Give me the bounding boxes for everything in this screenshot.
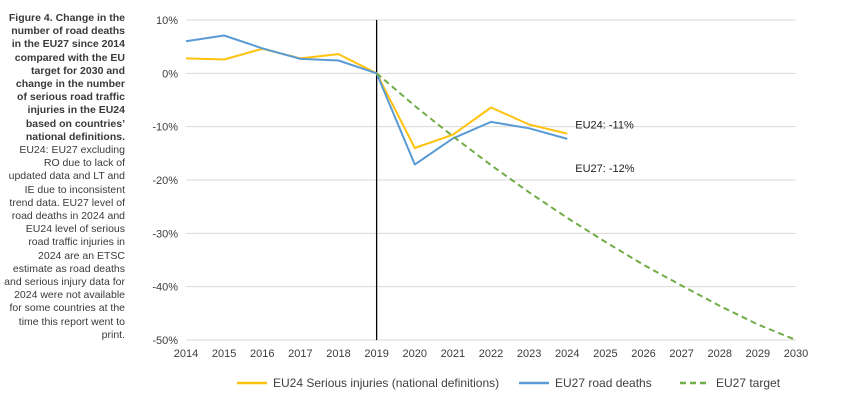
grid-lines <box>186 19 796 341</box>
y-axis-ticks: 10% 0% -10% -20% -30% -40% -50% <box>152 15 178 347</box>
x-tick-label: 2025 <box>593 348 617 360</box>
legend-label: EU27 road deaths <box>555 376 652 390</box>
y-tick-label: 10% <box>156 15 178 27</box>
figure-caption-title: Figure 4. Change in the number of road d… <box>8 12 125 143</box>
x-tick-label: 2022 <box>479 348 503 360</box>
x-tick-label: 2027 <box>669 348 693 360</box>
x-tick-label: 2018 <box>326 348 350 360</box>
annotation-label: EU27: -12% <box>575 163 635 175</box>
x-tick-label: 2021 <box>441 348 465 360</box>
y-tick-label: -30% <box>152 228 178 240</box>
annotation-label: EU24: -11% <box>575 120 634 132</box>
y-tick-label: -40% <box>152 282 178 294</box>
x-tick-label: 2015 <box>212 348 236 360</box>
x-tick-label: 2029 <box>746 348 770 360</box>
legend-label: EU24 Serious injuries (national definiti… <box>273 376 499 390</box>
chart-annotations: EU24: -11% EU27: -12% <box>575 120 635 175</box>
x-tick-label: 2016 <box>250 348 274 360</box>
x-tick-label: 2023 <box>517 348 541 360</box>
x-axis-ticks: 2014 2015 2016 2017 2018 2019 2020 2021 2022 2023… <box>174 348 808 360</box>
y-tick-label: 0% <box>162 68 178 80</box>
x-tick-label: 2028 <box>708 348 732 360</box>
legend-label: EU27 target <box>716 376 781 390</box>
x-tick-label: 2024 <box>555 348 579 360</box>
figure-caption: Figure 4. Change in the number of road d… <box>4 12 125 342</box>
x-tick-label: 2014 <box>174 348 198 360</box>
series-line <box>375 72 797 341</box>
y-tick-label: -50% <box>152 335 178 347</box>
y-tick-label: -20% <box>152 175 178 187</box>
y-tick-label: -10% <box>152 122 178 134</box>
x-tick-label: 2026 <box>631 348 655 360</box>
figure-caption-note: EU24: EU27 excluding RO due to lack of u… <box>4 144 125 341</box>
chart-series <box>185 20 797 341</box>
x-tick-label: 2030 <box>784 348 808 360</box>
chart-legend: EU24 Serious injuries (national definiti… <box>237 376 781 390</box>
x-tick-label: 2020 <box>403 348 427 360</box>
x-tick-label: 2017 <box>288 348 312 360</box>
x-tick-label: 2019 <box>364 348 388 360</box>
